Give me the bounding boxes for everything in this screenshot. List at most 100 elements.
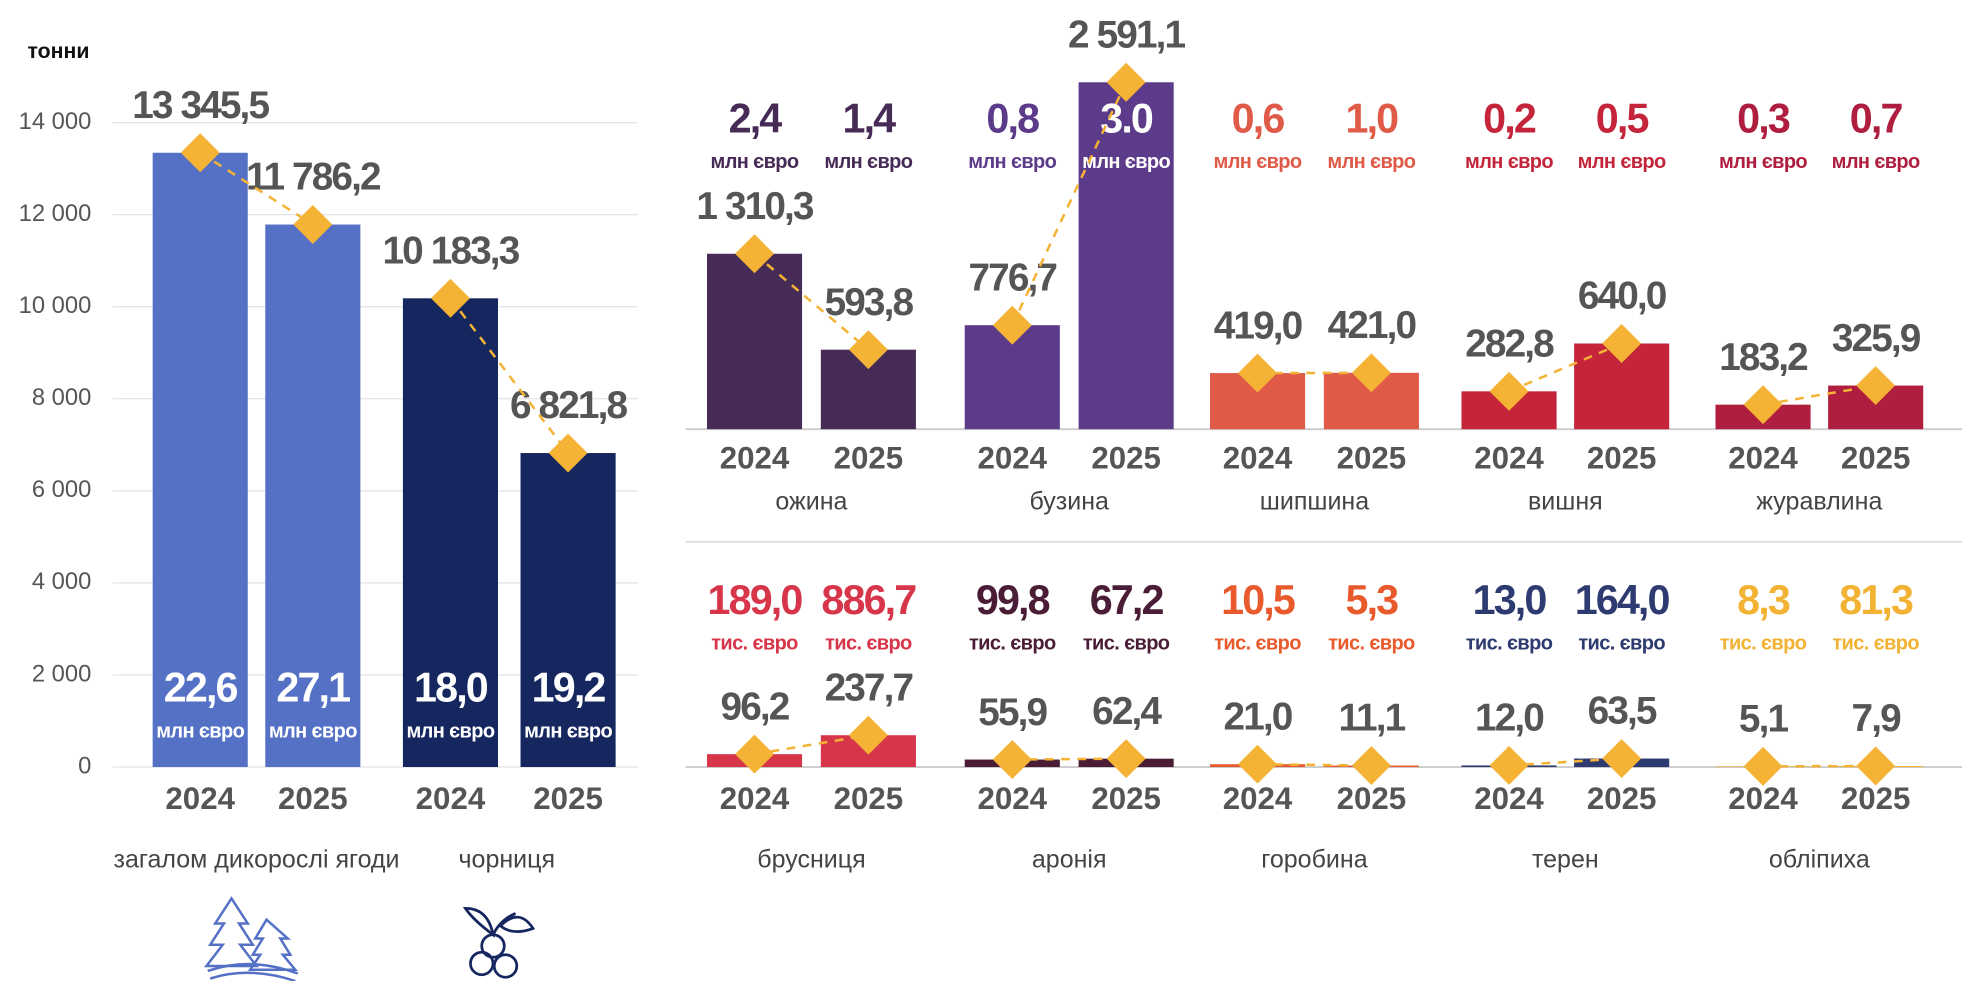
euro-unit: млн євро [1832,151,1920,173]
euro-label: 19,2 [532,665,606,711]
euro-unit: млн євро [156,720,244,742]
euro-label: 0,6 [1232,95,1285,141]
trend-line [754,733,869,756]
diamond-marker [293,205,333,244]
euro-unit: млн євро [1082,151,1170,173]
category-label: терен [1532,845,1599,873]
category-label: обліпиха [1769,845,1870,873]
euro-unit: млн євро [711,151,799,173]
euro-label: 164,0 [1575,577,1670,623]
diamond-marker [1238,744,1277,784]
category-label: шипшина [1260,488,1369,516]
value-label: 5,1 [1739,698,1789,741]
x-tick-label: 2024 [416,781,486,816]
euro-label: 5,3 [1346,577,1399,623]
value-label: 62,4 [1092,690,1162,733]
x-tick-label: 2024 [978,441,1048,476]
diamond-marker [1351,746,1391,786]
euro-label: 81,3 [1839,577,1913,623]
value-label: 11 786,2 [246,156,380,199]
y-tick-label: 10 000 [19,292,92,319]
euro-unit: млн євро [1719,151,1807,173]
trend-line [1508,757,1622,767]
x-tick-label: 2024 [1223,781,1293,816]
category-label: аронія [1032,845,1107,873]
value-label: 1 310,3 [696,185,814,228]
euro-unit: млн євро [406,720,494,742]
euro-label: 1,4 [843,95,897,141]
euro-unit: млн євро [1327,151,1415,173]
value-label: 63,5 [1588,690,1657,733]
y-tick-label: 12 000 [19,200,92,227]
value-label: 11,1 [1338,697,1405,740]
y-tick-label: 8 000 [32,384,91,411]
x-tick-label: 2024 [1223,441,1293,476]
diamond-marker [180,133,220,173]
euro-unit: тис. євро [1578,633,1665,655]
x-tick-label: 2025 [1587,781,1657,816]
euro-unit: тис. євро [825,633,912,655]
bar [706,253,803,430]
euro-unit: тис. євро [1214,633,1301,655]
value-label: 13 345,5 [132,84,269,127]
x-tick-label: 2024 [720,441,790,476]
value-label: 2 591,1 [1068,13,1186,56]
category-label: бузина [1029,488,1109,516]
forest-icon [203,896,299,981]
category-label: журавлина [1756,488,1882,516]
value-label: 640,0 [1578,275,1666,318]
trend-line [1762,384,1876,406]
x-tick-label: 2025 [278,781,348,816]
x-tick-label: 2025 [1841,781,1911,816]
x-tick-label: 2024 [1474,781,1544,816]
diamond-marker [1743,385,1783,425]
value-label: 12,0 [1475,697,1543,740]
berry-icon [462,907,536,979]
euro-label: 189,0 [708,577,803,623]
euro-label: 22,6 [164,665,238,711]
euro-unit: тис. євро [1466,633,1553,655]
euro-unit: млн євро [269,720,357,742]
x-tick-label: 2024 [1728,781,1798,816]
euro-label: 67,2 [1090,577,1164,623]
euro-unit: тис. євро [1328,633,1415,655]
euro-unit: тис. євро [1832,633,1919,655]
x-tick-label: 2024 [720,781,790,816]
diamond-marker [1743,746,1783,786]
diamond-marker [1856,746,1896,786]
x-tick-label: 2025 [834,781,904,816]
euro-label: 99,8 [976,577,1050,623]
euro-label: 0,3 [1737,95,1790,141]
diamond-marker [1351,353,1391,393]
trend-line [1011,81,1128,326]
category-label: чорниця [459,845,556,873]
trend-line [1508,342,1623,393]
x-tick-label: 2025 [1091,441,1161,476]
y-tick-label: 14 000 [19,108,92,135]
value-label: 282,8 [1465,323,1554,366]
y-tick-label: 2 000 [32,660,91,687]
diamond-marker [1602,739,1642,778]
category-label: ожина [775,488,847,516]
bar [402,298,499,768]
x-tick-label: 2025 [1841,441,1911,476]
category-label: брусниця [757,845,865,873]
category-label: горобина [1261,845,1367,873]
x-tick-label: 2024 [165,781,235,816]
x-tick-label: 2024 [1474,441,1544,476]
x-tick-label: 2025 [1091,781,1161,816]
value-label: 7,9 [1852,697,1902,740]
diamond-marker [992,740,1032,780]
euro-unit: тис. євро [1083,633,1170,655]
value-label: 593,8 [825,281,914,324]
x-tick-label: 2025 [834,441,904,476]
value-label: 96,2 [721,685,789,728]
value-label: 776,7 [968,256,1056,299]
euro-label: 0,2 [1483,95,1536,141]
euro-label: 8,3 [1737,577,1790,623]
y-axis-label: тонни [28,39,90,63]
euro-label: 2,4 [729,95,783,141]
euro-label: 18,0 [414,665,488,711]
diamond-marker [548,433,588,473]
trend-line [753,252,870,351]
